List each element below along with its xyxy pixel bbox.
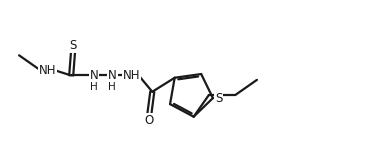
Text: N: N xyxy=(108,69,117,82)
Text: S: S xyxy=(215,92,223,105)
Text: N: N xyxy=(90,69,98,82)
Text: NH: NH xyxy=(123,69,140,82)
Text: NH: NH xyxy=(39,64,56,77)
Text: H: H xyxy=(90,81,98,92)
Text: S: S xyxy=(69,39,77,52)
Text: O: O xyxy=(145,114,154,127)
Text: H: H xyxy=(108,81,116,92)
